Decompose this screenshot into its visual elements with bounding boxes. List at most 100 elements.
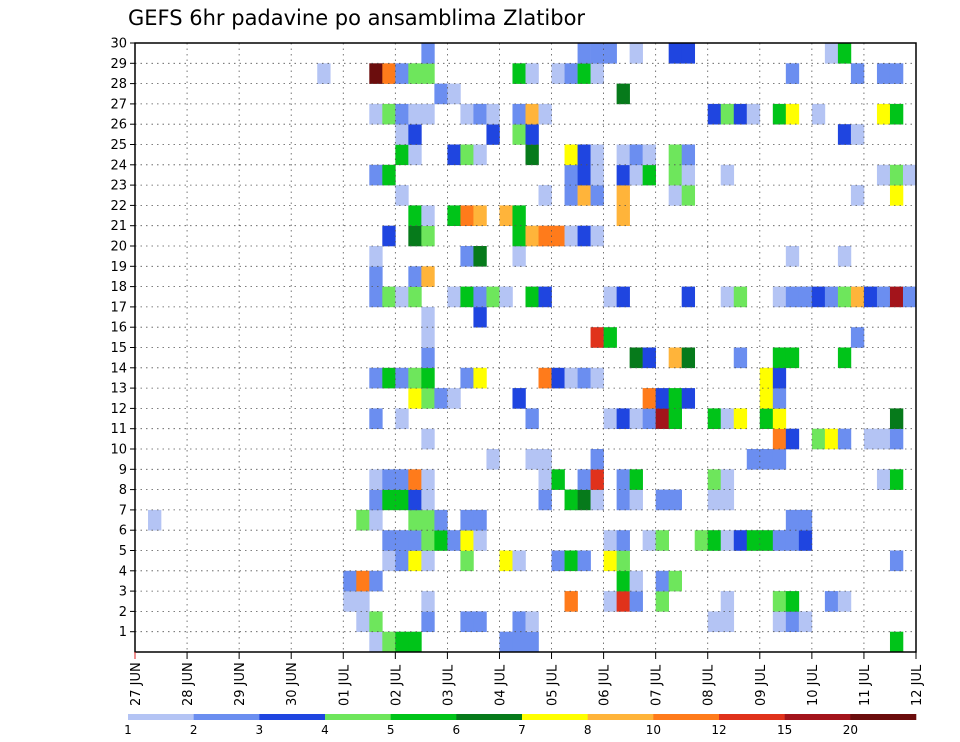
heatmap-cell bbox=[837, 347, 852, 369]
heatmap-cell bbox=[499, 205, 513, 226]
y-tick-label: 10 bbox=[110, 443, 127, 458]
heatmap-cell bbox=[902, 164, 917, 186]
y-tick-label: 17 bbox=[110, 300, 127, 315]
heatmap-cell bbox=[733, 103, 748, 125]
heatmap-cell bbox=[616, 570, 630, 592]
heatmap-cell bbox=[486, 286, 500, 308]
heatmap-cell bbox=[564, 489, 578, 511]
heatmap-cell bbox=[551, 469, 565, 490]
heatmap-cell bbox=[590, 164, 604, 186]
heatmap-cell bbox=[681, 347, 696, 369]
heatmap-cell bbox=[863, 428, 878, 450]
heatmap-cell bbox=[538, 449, 552, 470]
y-tick-label: 5 bbox=[119, 544, 127, 559]
heatmap-cell bbox=[343, 591, 357, 612]
heatmap-cell bbox=[525, 103, 539, 125]
heatmap-cell bbox=[876, 286, 891, 308]
y-tick-label: 12 bbox=[110, 402, 127, 417]
heatmap-cell bbox=[720, 408, 735, 429]
heatmap-cell bbox=[460, 550, 474, 572]
heatmap-cell bbox=[408, 286, 422, 308]
heatmap-cell bbox=[616, 185, 630, 206]
heatmap-cell bbox=[421, 509, 435, 531]
heatmap-cell bbox=[369, 469, 383, 490]
heatmap-cell bbox=[772, 347, 787, 369]
heatmap-cell bbox=[564, 367, 578, 389]
heatmap-cell bbox=[681, 185, 696, 206]
heatmap-cell bbox=[733, 347, 748, 369]
heatmap-cell bbox=[421, 43, 435, 64]
heatmap-cell bbox=[525, 611, 539, 632]
heatmap-cell bbox=[447, 83, 461, 105]
heatmap-cell bbox=[408, 469, 422, 490]
heatmap-cell bbox=[720, 611, 735, 632]
heatmap-cell bbox=[590, 43, 604, 64]
y-tick-label: 22 bbox=[110, 199, 127, 214]
heatmap-cell bbox=[668, 570, 682, 592]
heatmap-cell bbox=[421, 530, 435, 551]
colorbar-swatch bbox=[390, 714, 457, 720]
x-tick-label: 28 JUN bbox=[181, 662, 196, 706]
heatmap-cell bbox=[616, 205, 630, 226]
heatmap-cell bbox=[681, 43, 696, 64]
heatmap-cell bbox=[850, 63, 865, 84]
heatmap-cell bbox=[642, 408, 656, 429]
heatmap-cell bbox=[746, 103, 761, 125]
heatmap-cell bbox=[772, 286, 787, 308]
heatmap-cell bbox=[681, 388, 696, 409]
y-axis: 1234567891011121314151617181920212223242… bbox=[110, 37, 135, 640]
colorbar-label: 3 bbox=[256, 723, 264, 737]
heatmap-cell bbox=[382, 489, 396, 511]
heatmap-cell bbox=[512, 103, 526, 125]
heatmap-cell bbox=[421, 469, 435, 490]
heatmap-cell bbox=[512, 246, 526, 267]
heatmap-cell bbox=[889, 185, 904, 206]
heatmap-cell bbox=[421, 306, 435, 328]
heatmap-cell bbox=[395, 631, 409, 653]
colorbar-swatch bbox=[259, 714, 326, 720]
x-tick-label: 01 JUL bbox=[337, 664, 352, 706]
heatmap-cell bbox=[642, 144, 656, 166]
heatmap-cell bbox=[369, 246, 383, 267]
heatmap-cell bbox=[798, 509, 813, 531]
heatmap-cell bbox=[395, 103, 409, 125]
heatmap-cell bbox=[889, 408, 904, 429]
colorbar-swatch bbox=[784, 714, 851, 720]
heatmap-cell bbox=[148, 509, 162, 531]
heatmap-cell bbox=[382, 631, 396, 653]
y-tick-label: 15 bbox=[110, 341, 127, 356]
heatmap-cell bbox=[772, 103, 787, 125]
y-tick-label: 24 bbox=[110, 158, 127, 173]
heatmap-cell bbox=[837, 124, 852, 145]
heatmap-cell bbox=[629, 489, 643, 511]
heatmap-cell bbox=[603, 408, 617, 429]
heatmap-cell bbox=[421, 205, 435, 226]
heatmap-cell bbox=[538, 367, 552, 389]
heatmap-cell bbox=[629, 144, 643, 166]
heatmap-cell bbox=[447, 144, 461, 166]
y-tick-label: 30 bbox=[110, 37, 127, 52]
heatmap-cell bbox=[408, 103, 422, 125]
heatmap-cell bbox=[538, 225, 552, 247]
grid-layer bbox=[135, 43, 917, 652]
heatmap-cell bbox=[421, 103, 435, 125]
heatmap-cell bbox=[889, 428, 904, 450]
x-tick-label: 07 JUL bbox=[650, 664, 665, 706]
heatmap-cell bbox=[369, 266, 383, 287]
colorbar-swatch bbox=[456, 714, 523, 720]
heatmap-cell bbox=[525, 63, 539, 84]
heatmap-cell bbox=[785, 246, 800, 267]
heatmap-cell bbox=[408, 63, 422, 84]
heatmap-cell bbox=[824, 286, 839, 308]
heatmap-cell bbox=[382, 103, 396, 125]
heatmap-cell bbox=[772, 591, 787, 612]
heatmap-cell bbox=[811, 428, 826, 450]
colorbar: 1 2 3 4 5 6 7 8 10 12 15 20 bbox=[124, 714, 917, 737]
heatmap-cell bbox=[577, 469, 591, 490]
heatmap-cell bbox=[564, 144, 578, 166]
colorbar-label: 8 bbox=[584, 723, 592, 737]
y-tick-label: 4 bbox=[119, 564, 127, 579]
heatmap-cell bbox=[616, 286, 630, 308]
heatmap-cell bbox=[577, 489, 591, 511]
heatmap-cell bbox=[421, 347, 435, 369]
